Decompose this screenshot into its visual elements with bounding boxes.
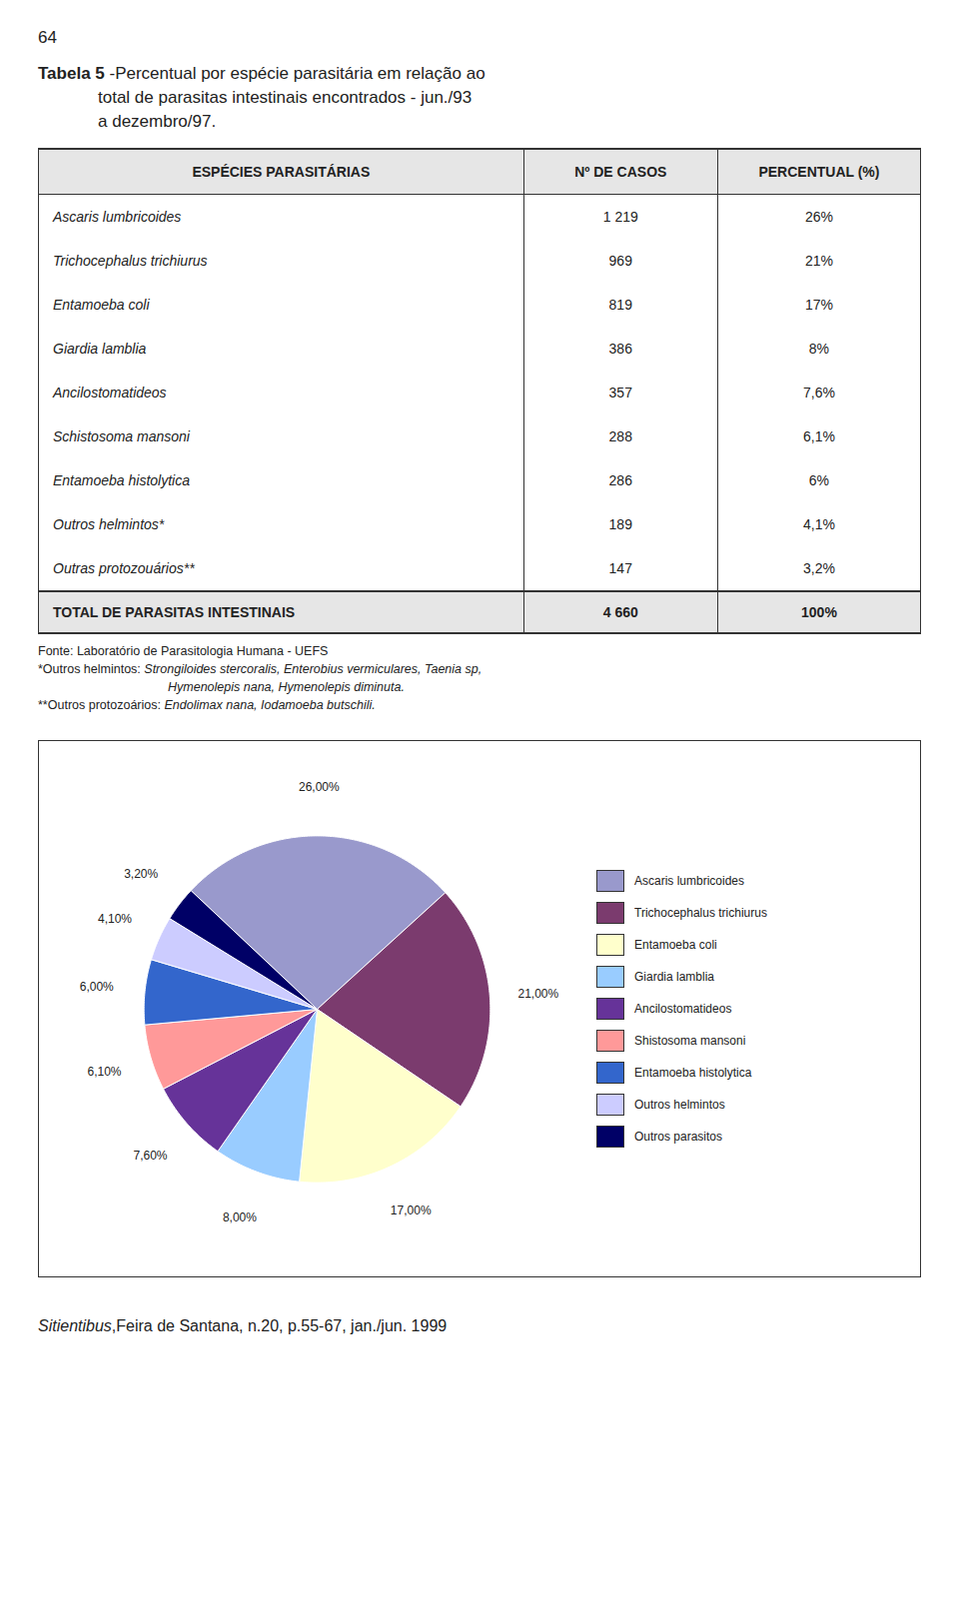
html-text:386: 386 [608,340,633,357]
html-text:*Outros helmintos: Strongiloid: *Outros helmintos: Strongiloides stercor… [37,662,482,677]
html-text:819: 819 [608,296,633,313]
html-text:Giardia lamblia: Giardia lamblia [634,969,715,984]
svg-text:4,10%: 4,10% [97,912,132,927]
html-text:26%: 26% [805,208,834,225]
html-text:7,6%: 7,6% [803,384,836,401]
html-text:147: 147 [608,560,633,577]
html-text:Giardia lamblia: Giardia lamblia [52,340,147,357]
html-text:PERCENTUAL (%): PERCENTUAL (%) [758,163,880,180]
html-text:Ascaris lumbricoides: Ascaris lumbricoides [634,874,745,889]
html-text:Ancilostomatideos: Ancilostomatideos [634,1001,732,1016]
html-text:288: 288 [608,428,633,445]
html-text:Trichocephalus trichiurus: Trichocephalus trichiurus [52,252,208,269]
html-text:4 660: 4 660 [603,604,639,621]
svg-text:7,60%: 7,60% [132,1148,167,1163]
html-text:64: 64 [37,27,57,47]
html-text:Shistosoma mansoni: Shistosoma mansoni [634,1033,746,1048]
html-text:Nº DE CASOS: Nº DE CASOS [574,163,667,180]
html-text:TOTAL DE PARASITAS INTESTINAIS: TOTAL DE PARASITAS INTESTINAIS [52,604,295,621]
html-text:1 219: 1 219 [603,208,639,225]
svg-text:21,00%: 21,00% [517,986,559,1001]
html-text:3,2%: 3,2% [803,560,836,577]
svg-text:8,00%: 8,00% [222,1210,257,1225]
html-text:Fonte: Laboratório de Parasito: Fonte: Laboratório de Parasitologia Huma… [37,644,329,659]
html-text:4,1%: 4,1% [803,516,836,533]
html-text:total de parasitas intestinais: total de parasitas intestinais encontrad… [97,87,472,107]
html-text:6%: 6% [808,472,830,489]
svg-text:17,00%: 17,00% [390,1203,432,1218]
svg-text:6,00%: 6,00% [79,979,114,994]
html-text:Hymenolepis nana, Hymenolepis: Hymenolepis nana, Hymenolepis diminuta. [167,680,405,695]
html-text:Outros helmintos: Outros helmintos [634,1097,725,1112]
html-text:21%: 21% [805,252,834,269]
html-text:ESPÉCIES PARASITÁRIAS: ESPÉCIES PARASITÁRIAS [192,163,370,180]
svg-text:3,20%: 3,20% [123,867,158,882]
html-text:Ascaris lumbricoides: Ascaris lumbricoides [52,208,182,225]
html-text:Entamoeba coli: Entamoeba coli [634,938,717,953]
html-text:17%: 17% [805,296,834,313]
html-text:a dezembro/97.: a dezembro/97. [97,111,216,131]
html-text:969: 969 [608,252,633,269]
html-text:Trichocephalus trichiurus: Trichocephalus trichiurus [634,906,768,921]
html-text:357: 357 [608,384,633,401]
html-text:189: 189 [608,516,633,533]
html-text:Sitientibus,Feira de Santana,: Sitientibus,Feira de Santana, n.20, p.55… [37,1317,447,1335]
html-text:6,1%: 6,1% [803,428,836,445]
html-text:Outros helmintos*: Outros helmintos* [52,516,165,533]
html-text:Entamoeba histolytica: Entamoeba histolytica [52,472,190,489]
html-text:Ancilostomatideos: Ancilostomatideos [52,384,167,401]
html-text:Entamoeba histolytica: Entamoeba histolytica [634,1065,752,1080]
html-text:Outros parasitos: Outros parasitos [634,1129,723,1144]
svg-text:26,00%: 26,00% [298,780,340,795]
html-text:Schistosoma mansoni: Schistosoma mansoni [52,428,190,445]
svg-text:6,10%: 6,10% [86,1064,121,1079]
html-text:**Outros protozoários: Endolim: **Outros protozoários: Endolimax nana, I… [37,698,376,713]
html-text:100%: 100% [801,604,837,621]
html-text:286: 286 [608,472,633,489]
html-text:Outras protozouários**: Outras protozouários** [52,560,195,577]
html-text:Tabela 5 -Percentual por espéc: Tabela 5 -Percentual por espécie parasit… [37,63,486,83]
html-text:8%: 8% [808,340,830,357]
html-text:Entamoeba coli: Entamoeba coli [52,296,150,313]
